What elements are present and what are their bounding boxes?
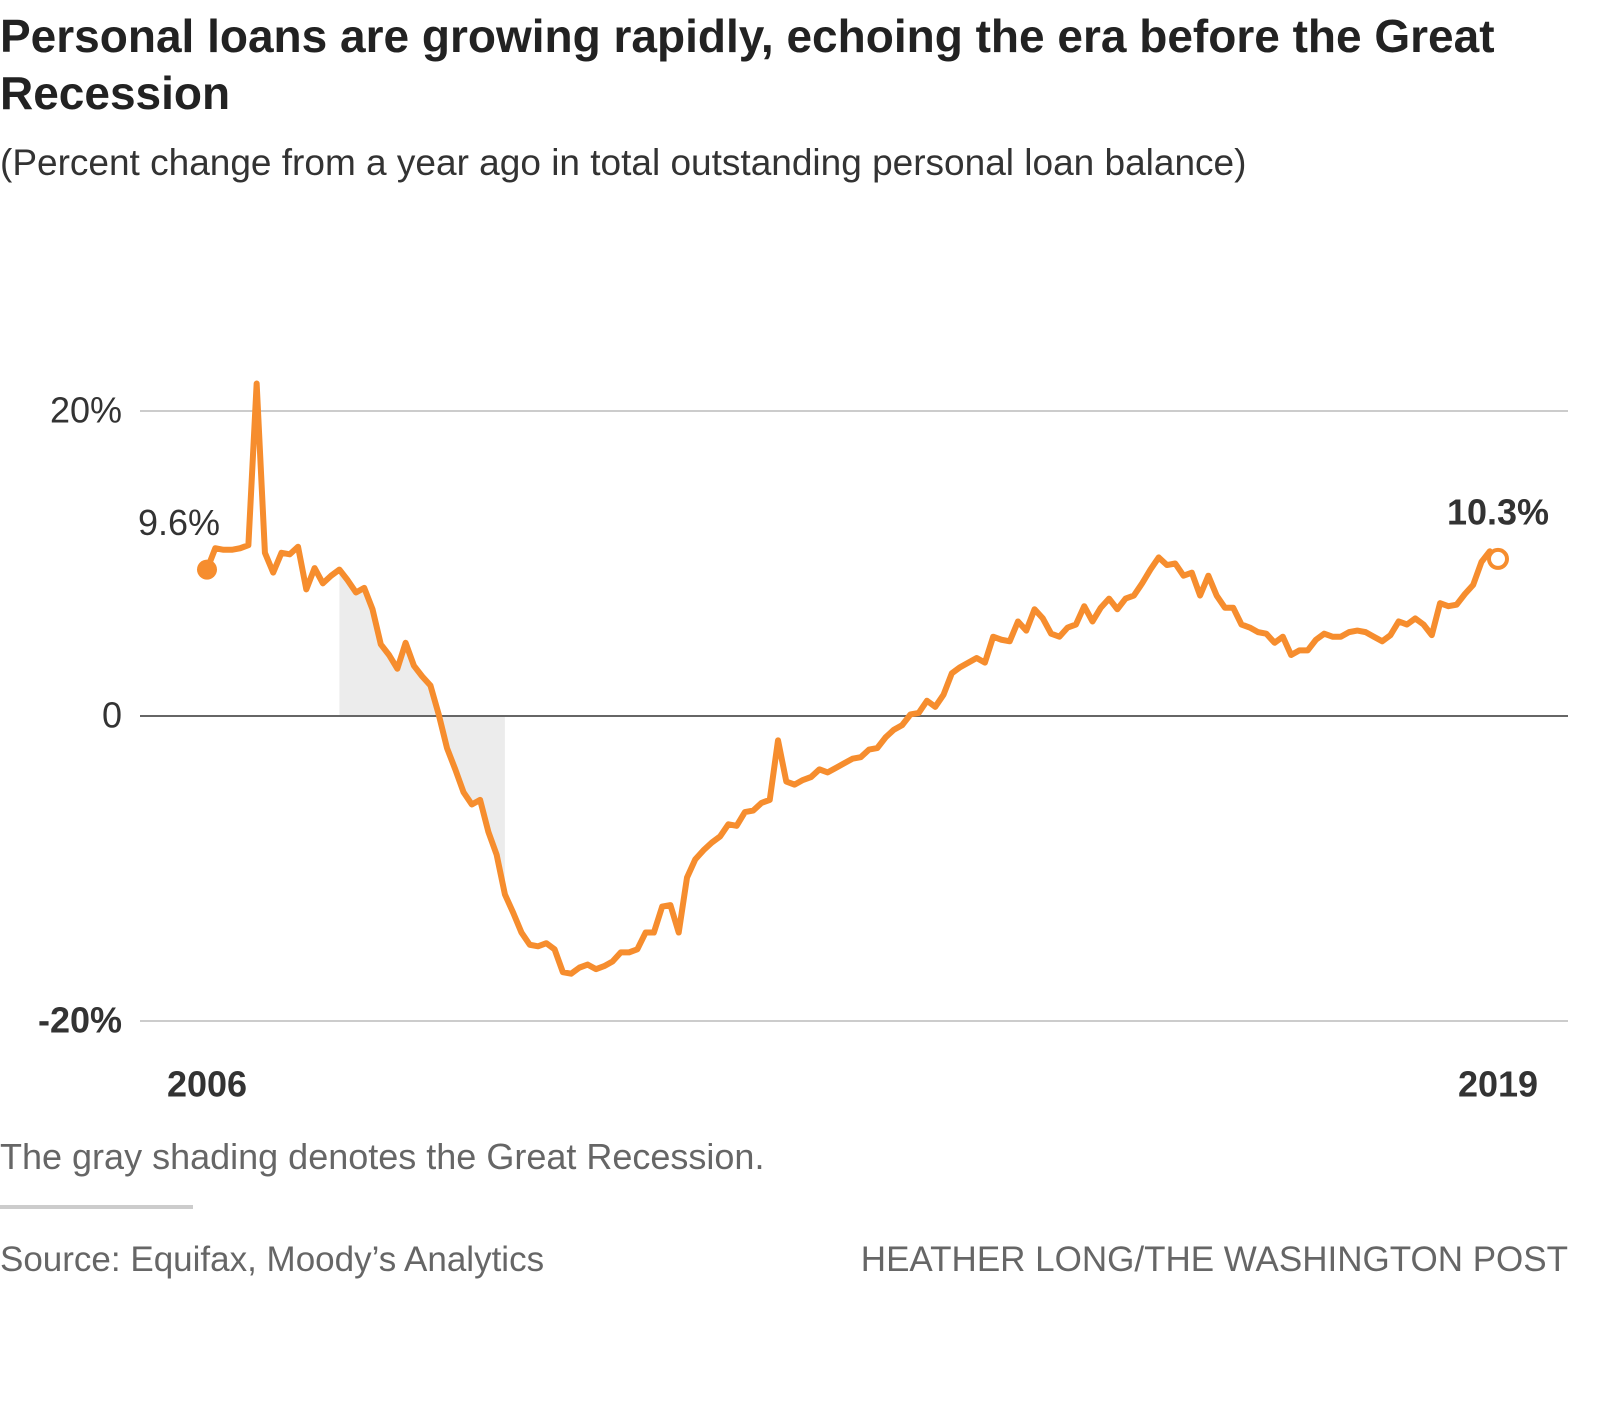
y-tick-label: 20% bbox=[50, 390, 122, 431]
x-tick-label: 2006 bbox=[167, 1064, 247, 1105]
credit: HEATHER LONG/THE WASHINGTON POST bbox=[860, 1240, 1568, 1279]
note: The gray shading denotes the Great Reces… bbox=[0, 1136, 765, 1177]
recession-shading bbox=[339, 569, 505, 895]
chart: -20% 0 20% 2006 2019 9.6% 10.3% bbox=[38, 380, 1568, 1105]
y-tick-label: -20% bbox=[38, 1000, 122, 1041]
source: Source: Equifax, Moody’s Analytics bbox=[0, 1240, 545, 1279]
y-tick-label: 0 bbox=[102, 695, 122, 736]
chart-title: Personal loans are growing rapidly, echo… bbox=[0, 10, 1495, 119]
divider bbox=[0, 1205, 193, 1209]
data-label: 9.6% bbox=[138, 502, 220, 543]
start-marker bbox=[197, 559, 217, 580]
x-tick-label: 2019 bbox=[1458, 1064, 1538, 1105]
data-label: 10.3% bbox=[1447, 491, 1549, 532]
chart-subtitle: (Percent change from a year ago in total… bbox=[0, 142, 1247, 183]
data-line bbox=[204, 380, 1501, 977]
end-marker bbox=[1487, 547, 1509, 570]
